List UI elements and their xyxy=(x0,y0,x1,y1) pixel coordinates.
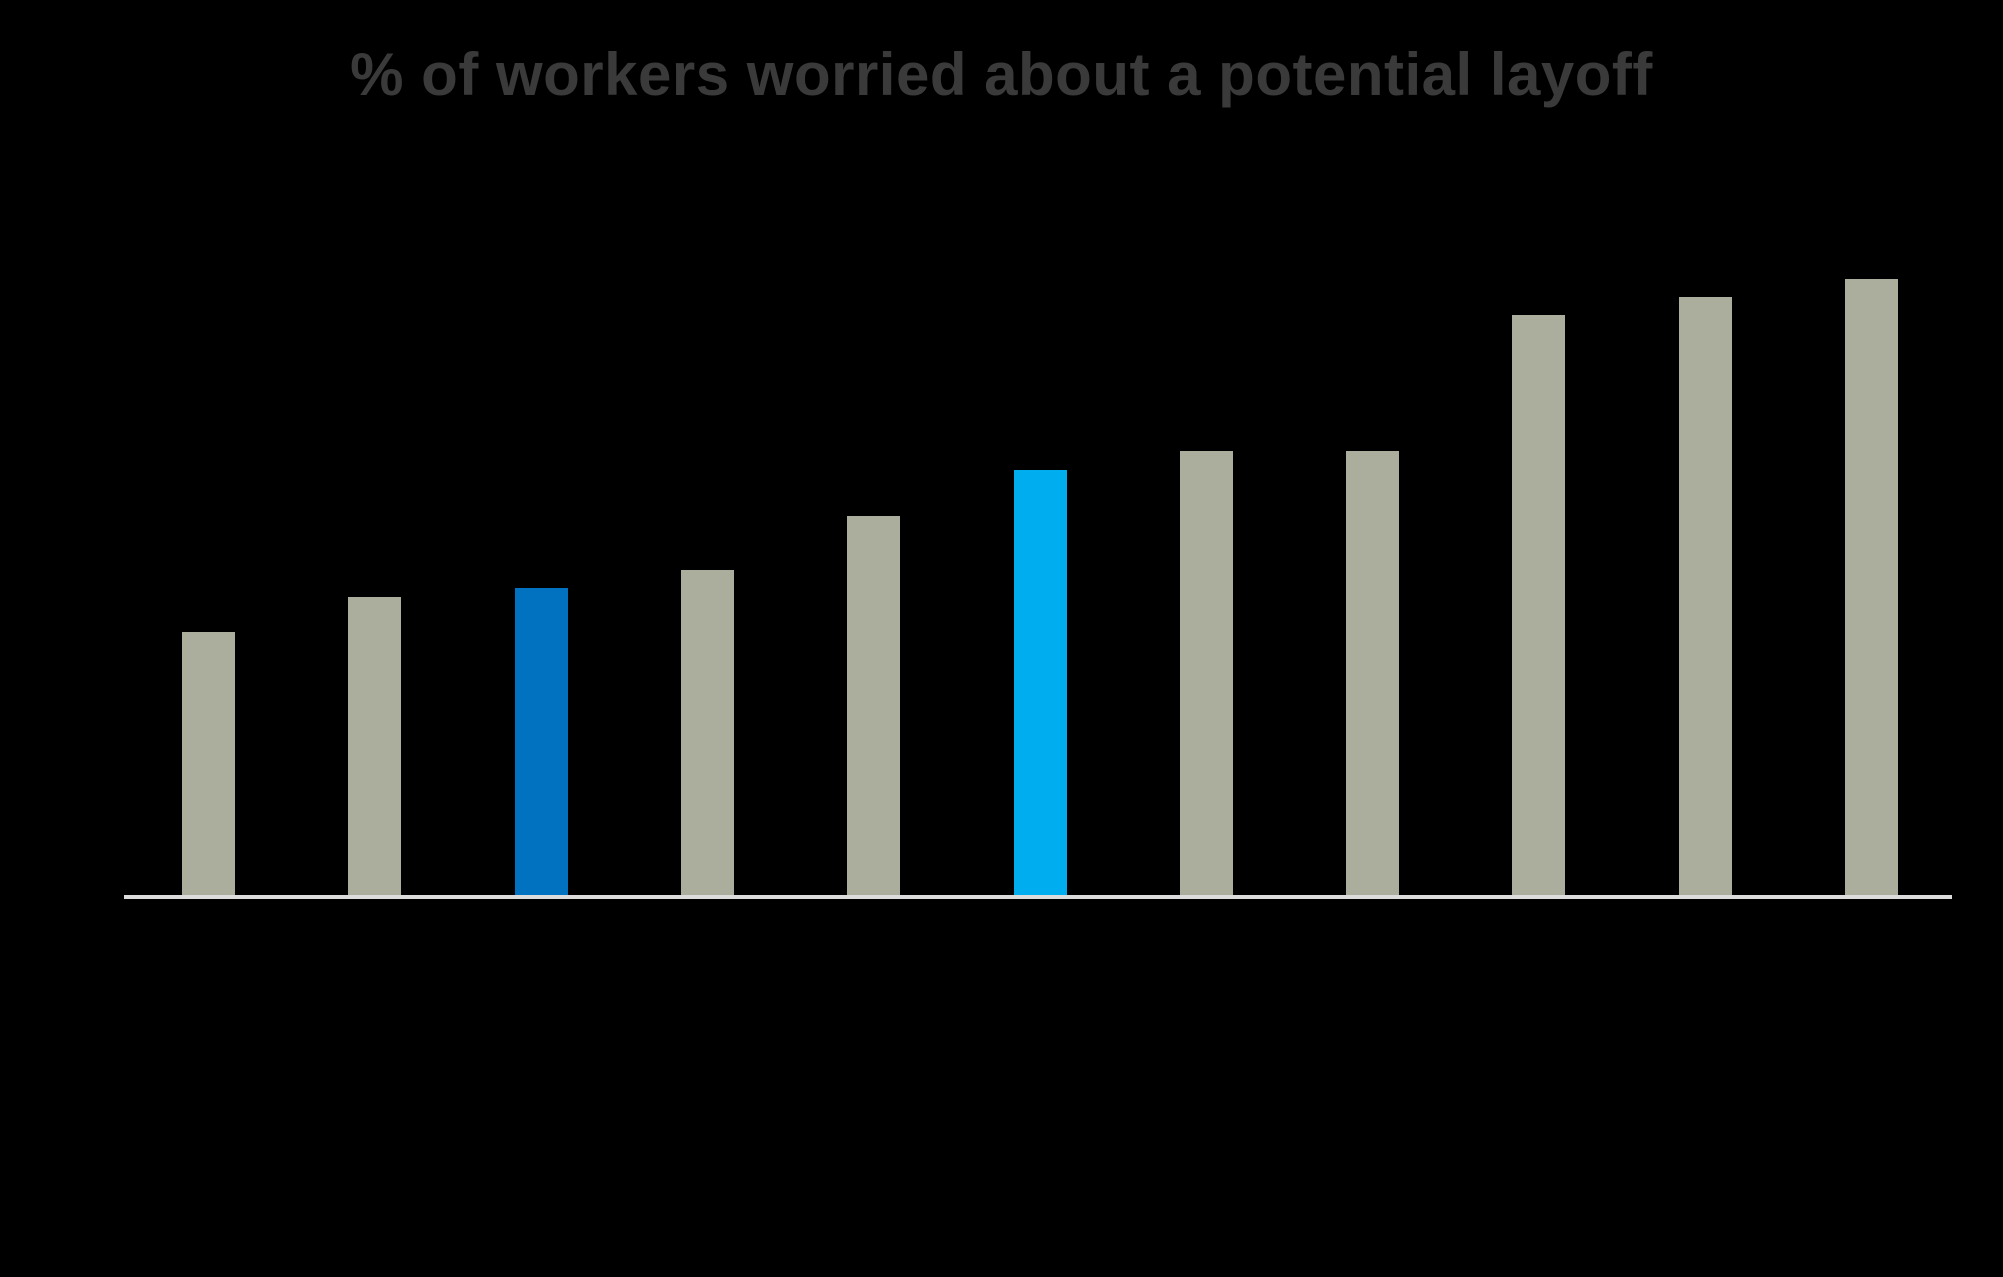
bar-9 xyxy=(1512,315,1565,895)
bar-1 xyxy=(182,632,235,895)
bar-2 xyxy=(348,597,401,895)
bar-5 xyxy=(847,516,900,895)
bar-10 xyxy=(1679,297,1732,895)
bar-8 xyxy=(1346,451,1399,895)
bar-4 xyxy=(681,570,734,895)
x-axis-baseline xyxy=(124,895,1952,899)
bar-3-highlighted xyxy=(515,588,568,895)
bar-6-highlighted xyxy=(1014,470,1067,895)
bar-chart-plot-area xyxy=(182,0,1902,895)
chart-title: % of workers worried about a potential l… xyxy=(350,41,1653,108)
bar-7 xyxy=(1180,451,1233,895)
bar-11 xyxy=(1845,279,1898,895)
